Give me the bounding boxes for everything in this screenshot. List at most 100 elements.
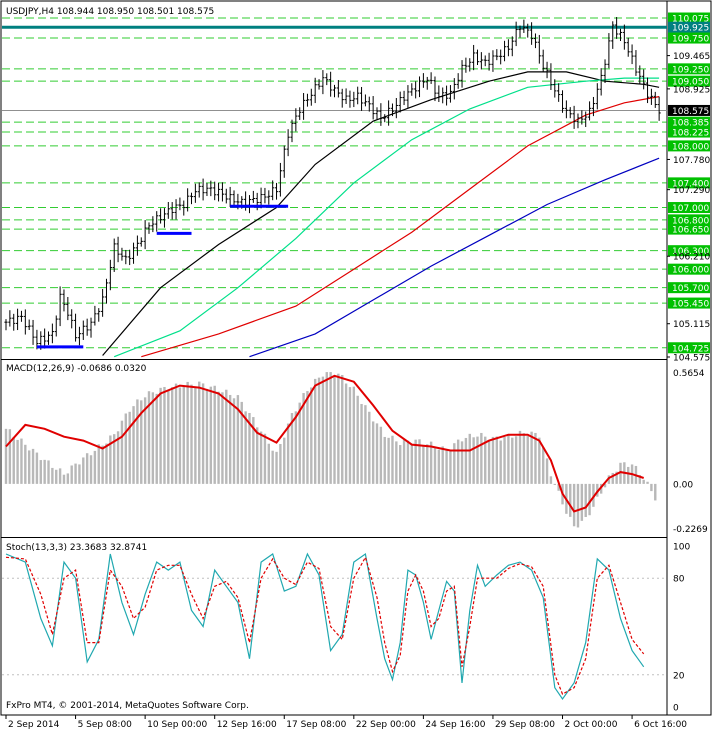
macd-histogram-bar	[8, 429, 12, 484]
ohlc-bar	[634, 50, 638, 76]
macd-histogram-bar	[43, 459, 46, 484]
ohlc-bar	[359, 86, 364, 111]
ohlc-bar	[417, 76, 422, 98]
ohlc-bar	[560, 90, 565, 113]
macd-histogram-bar	[364, 405, 367, 484]
ohlc-bar	[379, 103, 383, 126]
ohlc-bar	[19, 310, 24, 322]
macd-histogram-bar	[333, 376, 336, 484]
macd-histogram-bar	[186, 381, 189, 484]
macd-histogram-bar	[132, 406, 135, 484]
ohlc-bar	[499, 49, 503, 65]
ohlc-bar	[220, 182, 225, 202]
ohlc-bar	[340, 88, 344, 108]
macd-histogram-bar	[406, 440, 410, 484]
ohlc-bar	[406, 85, 410, 109]
ohlc-bar	[162, 208, 167, 228]
macd-histogram-bar	[97, 444, 100, 484]
ohlc-bar	[448, 85, 453, 103]
ohlc-bar	[421, 73, 425, 88]
ohlc-bar	[81, 320, 85, 340]
ohlc-bar	[286, 129, 290, 157]
ohlc-bar	[298, 107, 302, 120]
price-level-tag	[668, 342, 710, 354]
macd-histogram-bar	[182, 386, 185, 484]
macd-histogram-bar	[317, 377, 321, 484]
macd-histogram-bar	[310, 387, 313, 484]
moving-average-ma-blue	[249, 157, 660, 358]
ohlc-bar	[506, 39, 511, 57]
macd-histogram-bar	[101, 445, 104, 484]
ohlc-bar	[657, 96, 661, 121]
ohlc-bar	[549, 63, 553, 91]
ohlc-bar	[313, 77, 317, 104]
price-tick-label: 109.465	[673, 52, 710, 62]
macd-histogram-bar	[252, 417, 255, 484]
macd-histogram-bar	[240, 401, 243, 484]
macd-histogram-bar	[534, 432, 537, 484]
macd-histogram-bar	[580, 483, 584, 521]
price-tick-label: 106.000	[672, 266, 709, 276]
ohlc-bar	[591, 96, 596, 117]
macd-histogram-bar	[221, 392, 224, 484]
macd-histogram-bar	[259, 431, 263, 484]
ohlc-bar	[642, 69, 646, 90]
macd-histogram-bar	[124, 413, 128, 484]
macd-histogram-bar	[429, 441, 433, 484]
macd-histogram-bar	[654, 483, 657, 501]
ohlc-bar	[73, 313, 78, 342]
ohlc-bar	[414, 81, 418, 99]
ohlc-bar	[166, 202, 170, 219]
ohlc-bar	[89, 317, 93, 338]
macd-histogram-bar	[302, 393, 305, 484]
ohlc-bar	[305, 93, 310, 107]
ohlc-bar	[70, 309, 74, 329]
macd-tick-label: -0.2269	[673, 525, 708, 535]
macd-histogram-bar	[356, 395, 359, 484]
macd-histogram-bar	[136, 399, 139, 484]
macd-histogram-bar	[646, 481, 649, 484]
ohlc-bar	[495, 49, 499, 61]
ohlc-bar	[85, 318, 89, 336]
price-tick-label: 106.800	[672, 216, 709, 226]
macd-histogram-bar	[39, 460, 42, 484]
macd-histogram-bar	[399, 445, 402, 484]
macd-histogram-bar	[163, 386, 166, 484]
ohlc-bar	[491, 50, 495, 72]
ohlc-bar	[638, 65, 642, 84]
price-level-tag	[668, 263, 710, 275]
price-tick-label: 104.575	[673, 354, 710, 364]
macd-histogram-bar	[344, 383, 348, 484]
date-tick-label: 29 Sep 08:00	[495, 720, 555, 730]
macd-histogram-bar	[213, 385, 216, 484]
macd-histogram-bar	[526, 435, 529, 484]
price-tick-label: 107.290	[673, 186, 710, 196]
macd-histogram-bar	[441, 446, 444, 484]
date-tick-label: 24 Sep 16:00	[425, 720, 485, 730]
ohlc-bar	[564, 100, 568, 119]
ohlc-bar	[410, 83, 414, 96]
price-level-tag	[668, 104, 710, 116]
ohlc-bar	[278, 162, 282, 197]
price-level-tag	[668, 75, 710, 87]
macd-histogram-bar	[410, 444, 413, 484]
price-tick-label: 105.115	[673, 320, 710, 330]
macd-histogram-bar	[584, 483, 587, 517]
price-level-tag	[668, 32, 710, 44]
price-tick-label: 107.400	[672, 179, 709, 189]
ohlc-bar	[116, 236, 120, 263]
macd-histogram-bar	[530, 431, 533, 484]
ohlc-bar	[398, 91, 402, 113]
ohlc-bar	[472, 44, 476, 71]
macd-histogram-bar	[422, 445, 425, 484]
macd-histogram-bar	[155, 393, 158, 484]
price-level-tag	[668, 282, 710, 294]
macd-histogram-bar	[368, 411, 371, 484]
ohlc-bar	[8, 310, 12, 327]
ohlc-bar	[186, 188, 190, 212]
ohlc-bar	[15, 308, 20, 331]
macd-histogram-bar	[47, 460, 50, 484]
price-level-tag	[668, 21, 710, 33]
